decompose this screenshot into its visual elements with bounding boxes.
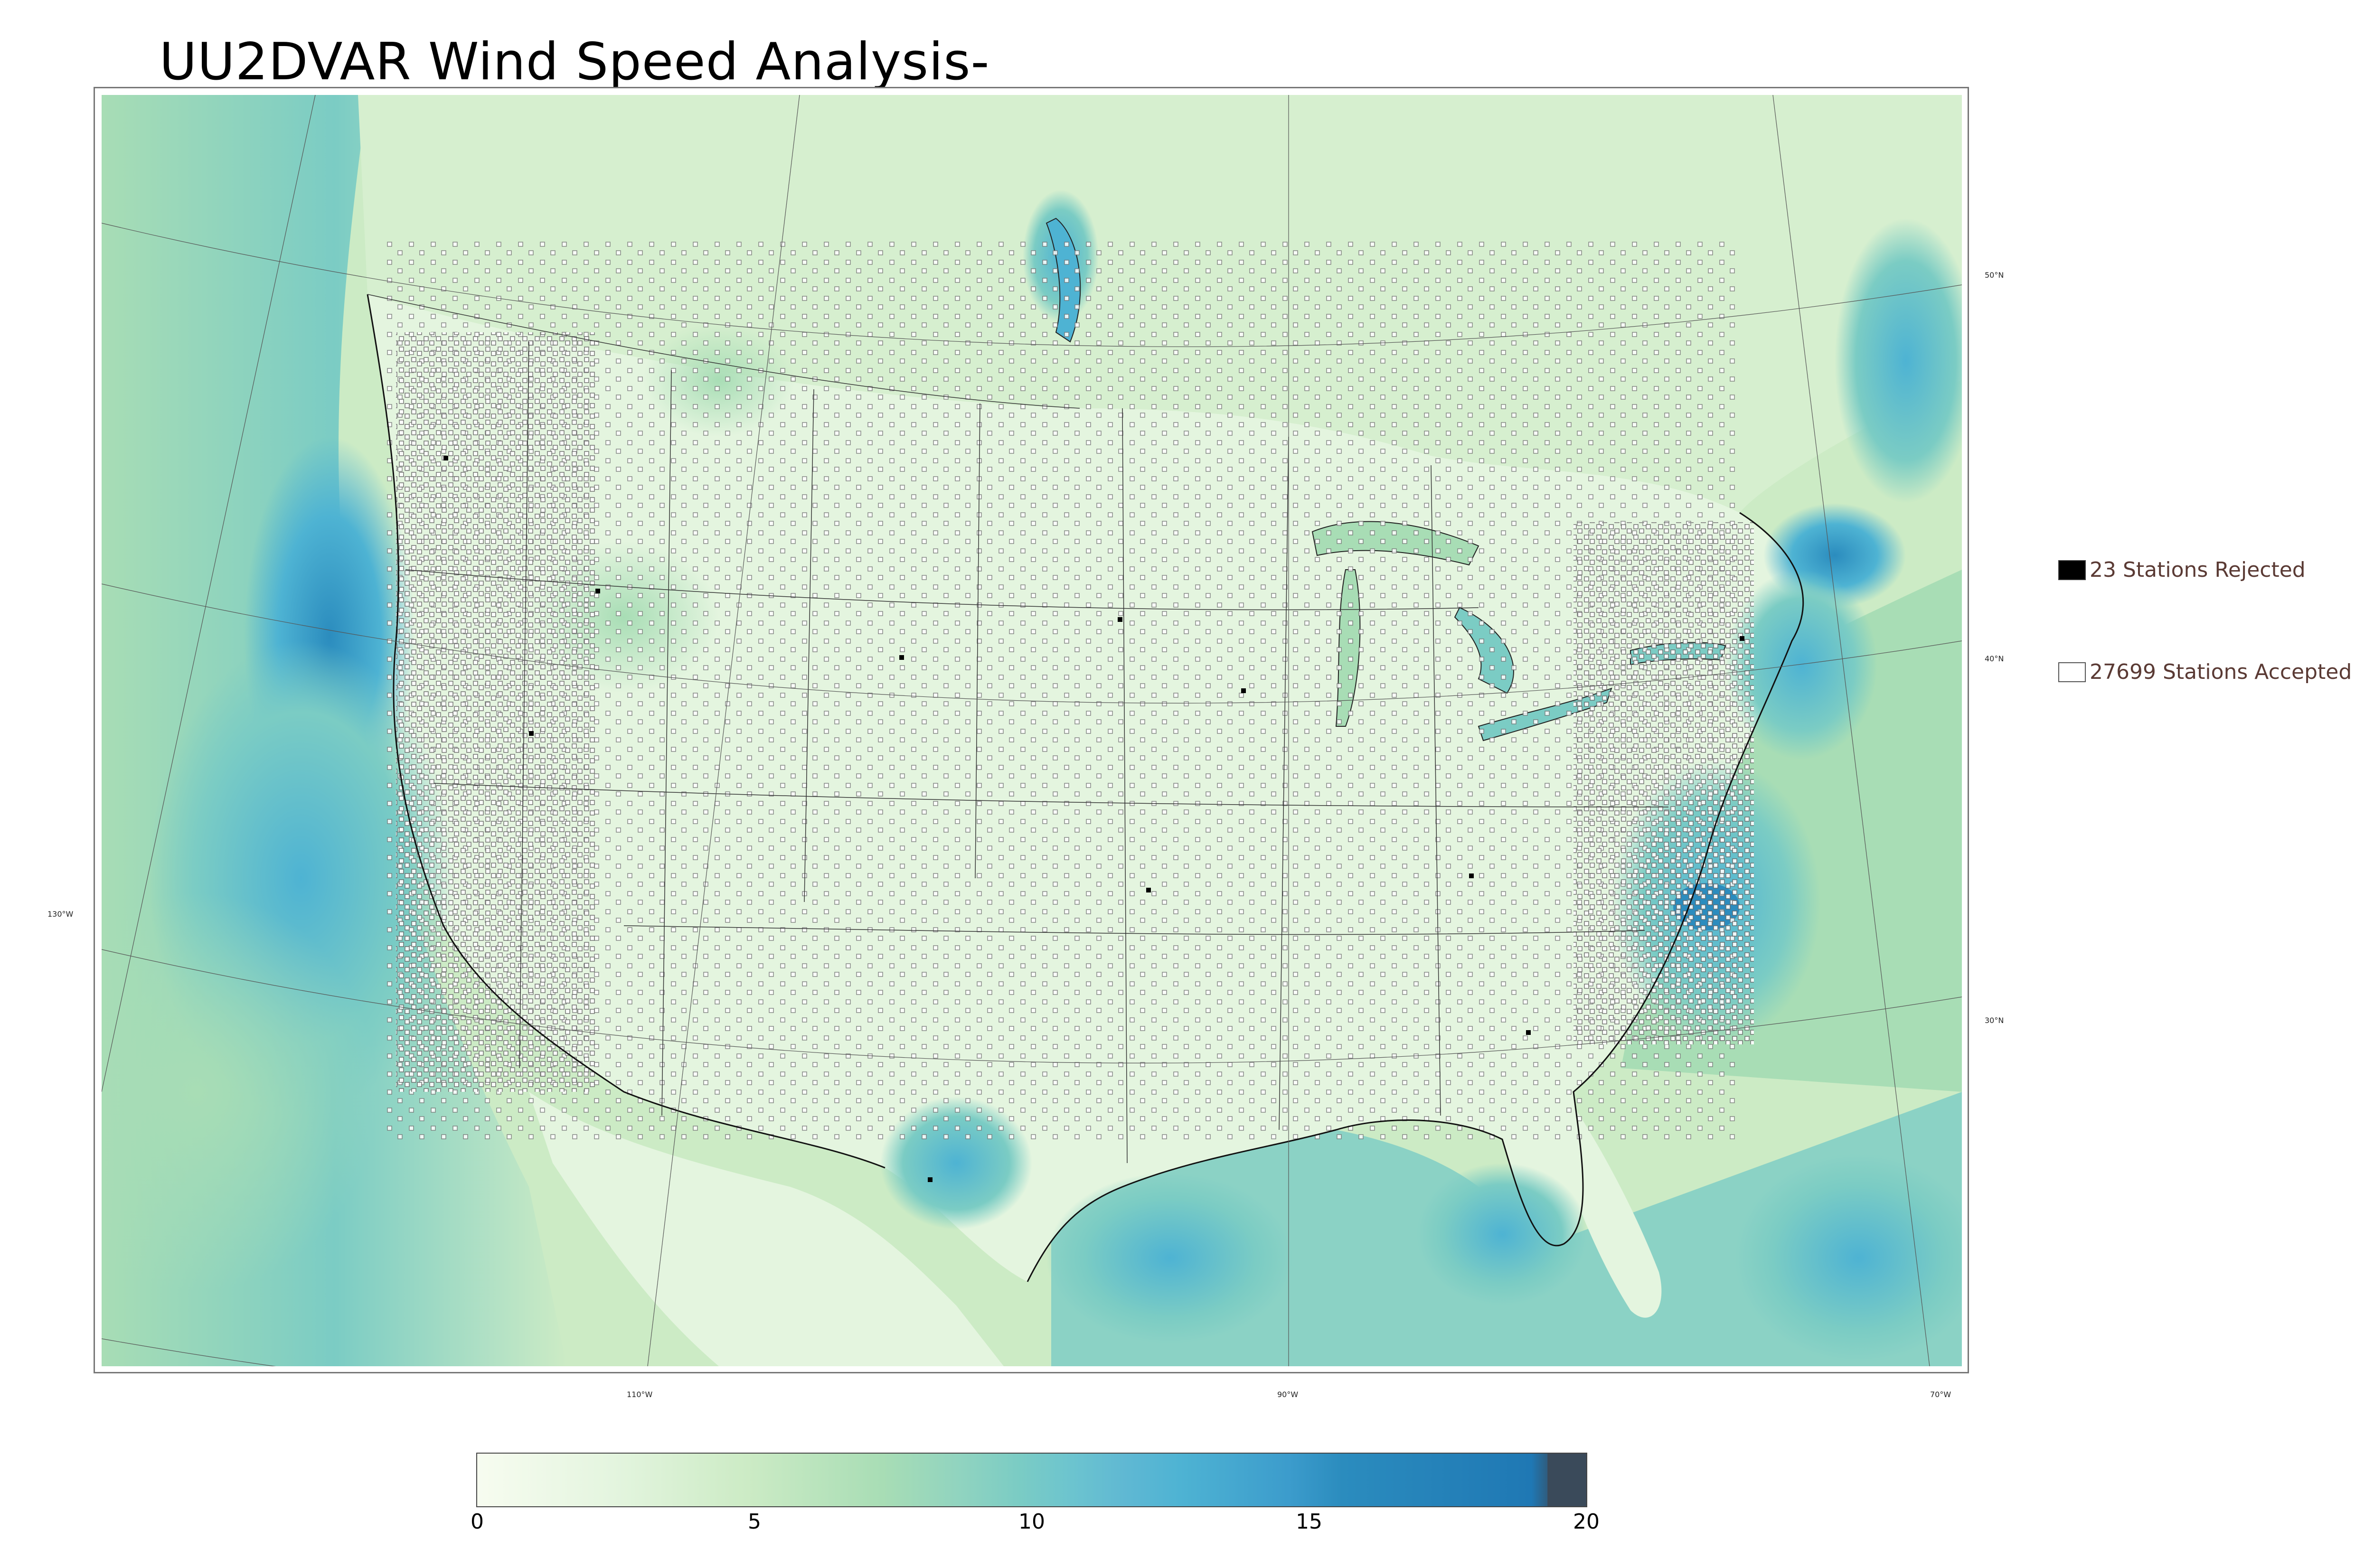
station-markers-east — [1573, 522, 1754, 1044]
rejected-stations — [443, 456, 1744, 1182]
pacific-coastline — [367, 294, 886, 1169]
lon-label-130w: 130°W — [47, 910, 74, 919]
mexico-land — [529, 1092, 1004, 1366]
colorbar — [476, 1453, 1587, 1507]
rejected-swatch — [2058, 560, 2086, 580]
lat-label-30n: 30°N — [1985, 1016, 2004, 1025]
wind-speed-map[interactable] — [102, 95, 1962, 1366]
map-panel[interactable] — [94, 87, 1969, 1373]
colorbar-gradient — [477, 1454, 1586, 1506]
station-markers — [386, 237, 1740, 1139]
station-markers-west — [396, 332, 595, 1092]
lon-label-70w: 70°W — [1930, 1390, 1951, 1399]
colorbar-max-segment — [1547, 1454, 1586, 1506]
gulf-wind — [1046, 1173, 1293, 1343]
atlantic-gulf-coastline — [1027, 512, 1804, 1282]
gulf-east-wind — [1417, 1163, 1588, 1305]
lat-label-50n: 50°N — [1985, 271, 2004, 280]
colorbar-tick-label: 0 — [471, 1510, 484, 1534]
state-borders — [367, 294, 1669, 1164]
atlantic-south-wind — [1735, 1154, 1962, 1362]
graticule — [102, 95, 1962, 1366]
lat-label-40n: 40°N — [1985, 654, 2004, 663]
colorbar-tick-label: 15 — [1296, 1510, 1322, 1534]
colorbar-tick-label: 5 — [748, 1510, 761, 1534]
accepted-label: 27699 Stations Accepted — [2090, 660, 2352, 684]
lon-label-110w: 110°W — [627, 1390, 653, 1399]
accepted-swatch — [2058, 662, 2086, 682]
lon-label-90w: 90°W — [1277, 1390, 1299, 1399]
legend-accepted: 27699 Stations Accepted — [2058, 660, 2352, 684]
mid-atlantic-wind — [1725, 570, 1877, 760]
colorbar-ramp — [477, 1454, 1559, 1506]
legend-rejected: 23 Stations Rejected — [2058, 558, 2306, 582]
colorbar-tick-label: 20 — [1573, 1510, 1600, 1534]
pacific-wind-south — [102, 892, 377, 1291]
colorbar-tick-label: 10 — [1018, 1510, 1045, 1534]
rejected-label: 23 Stations Rejected — [2090, 558, 2306, 582]
nova-scotia-wind — [1835, 218, 1962, 503]
